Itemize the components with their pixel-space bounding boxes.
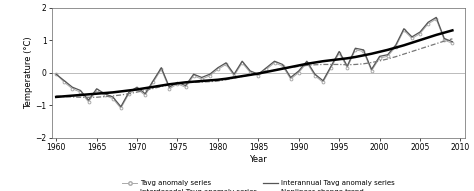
Legend: Tavg anomaly series, Interdecadal Tavg anomaly series, Interannual Tavg anomaly : Tavg anomaly series, Interdecadal Tavg a… — [122, 180, 394, 191]
Y-axis label: Temperature (°C): Temperature (°C) — [24, 36, 33, 109]
X-axis label: Year: Year — [249, 155, 267, 164]
